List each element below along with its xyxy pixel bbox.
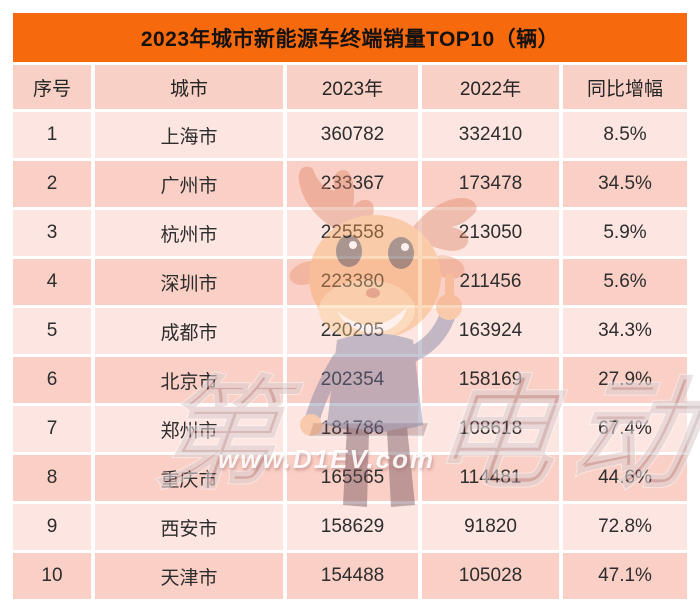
sales-2022-cell: 173478 xyxy=(422,161,559,207)
table-row: 3 杭州市 225558 213050 5.9% xyxy=(13,210,687,256)
city-cell: 广州市 xyxy=(95,161,283,207)
sales-2022-cell: 163924 xyxy=(422,308,559,354)
city-cell: 天津市 xyxy=(95,553,283,599)
rank-cell: 1 xyxy=(13,112,91,158)
table-title-bar: 2023年城市新能源车终端销量TOP10（辆） xyxy=(13,13,687,62)
table-row: 9 西安市 158629 91820 72.8% xyxy=(13,504,687,550)
growth-cell: 5.6% xyxy=(563,259,687,305)
sales-2023-cell: 225558 xyxy=(287,210,418,256)
growth-cell: 5.9% xyxy=(563,210,687,256)
rank-cell: 10 xyxy=(13,553,91,599)
rank-cell: 5 xyxy=(13,308,91,354)
table-title: 2023年城市新能源车终端销量TOP10（辆） xyxy=(140,27,560,51)
growth-cell: 67.4% xyxy=(563,406,687,452)
column-header-city: 城市 xyxy=(95,65,283,109)
table-header-row: 序号 城市 2023年 2022年 同比增幅 xyxy=(13,65,687,109)
column-header-2023: 2023年 xyxy=(287,65,418,109)
table-row: 1 上海市 360782 332410 8.5% xyxy=(13,112,687,158)
growth-cell: 34.3% xyxy=(563,308,687,354)
city-cell: 深圳市 xyxy=(95,259,283,305)
sales-2023-cell: 360782 xyxy=(287,112,418,158)
sales-2022-cell: 213050 xyxy=(422,210,559,256)
sales-2022-cell: 108618 xyxy=(422,406,559,452)
sales-2023-cell: 158629 xyxy=(287,504,418,550)
growth-cell: 44.6% xyxy=(563,455,687,501)
table-row: 8 重庆市 165565 114481 44.6% xyxy=(13,455,687,501)
table-row: 6 北京市 202354 158169 27.9% xyxy=(13,357,687,403)
growth-cell: 47.1% xyxy=(563,553,687,599)
sales-2022-cell: 211456 xyxy=(422,259,559,305)
rank-cell: 7 xyxy=(13,406,91,452)
sales-2022-cell: 105028 xyxy=(422,553,559,599)
table-row: 4 深圳市 223380 211456 5.6% xyxy=(13,259,687,305)
column-header-rank: 序号 xyxy=(13,65,91,109)
sales-2023-cell: 223380 xyxy=(287,259,418,305)
growth-cell: 8.5% xyxy=(563,112,687,158)
city-cell: 成都市 xyxy=(95,308,283,354)
rank-cell: 8 xyxy=(13,455,91,501)
city-cell: 北京市 xyxy=(95,357,283,403)
column-header-growth: 同比增幅 xyxy=(563,65,687,109)
table-row: 7 郑州市 181786 108618 67.4% xyxy=(13,406,687,452)
growth-cell: 34.5% xyxy=(563,161,687,207)
column-header-2022: 2022年 xyxy=(422,65,559,109)
growth-cell: 27.9% xyxy=(563,357,687,403)
sales-2023-cell: 233367 xyxy=(287,161,418,207)
city-cell: 郑州市 xyxy=(95,406,283,452)
growth-cell: 72.8% xyxy=(563,504,687,550)
rank-cell: 6 xyxy=(13,357,91,403)
sales-2022-cell: 91820 xyxy=(422,504,559,550)
sales-2022-cell: 332410 xyxy=(422,112,559,158)
city-cell: 杭州市 xyxy=(95,210,283,256)
table-row: 5 成都市 220205 163924 34.3% xyxy=(13,308,687,354)
sales-table: 2023年城市新能源车终端销量TOP10（辆） 序号 城市 2023年 2022… xyxy=(13,13,687,599)
table-row: 2 广州市 233367 173478 34.5% xyxy=(13,161,687,207)
city-cell: 西安市 xyxy=(95,504,283,550)
sales-2023-cell: 165565 xyxy=(287,455,418,501)
sales-2022-cell: 158169 xyxy=(422,357,559,403)
table-row: 10 天津市 154488 105028 47.1% xyxy=(13,553,687,599)
sales-2023-cell: 154488 xyxy=(287,553,418,599)
sales-2023-cell: 202354 xyxy=(287,357,418,403)
rank-cell: 3 xyxy=(13,210,91,256)
rank-cell: 4 xyxy=(13,259,91,305)
rank-cell: 2 xyxy=(13,161,91,207)
rank-cell: 9 xyxy=(13,504,91,550)
sales-2022-cell: 114481 xyxy=(422,455,559,501)
sales-2023-cell: 181786 xyxy=(287,406,418,452)
city-cell: 上海市 xyxy=(95,112,283,158)
sales-2023-cell: 220205 xyxy=(287,308,418,354)
city-cell: 重庆市 xyxy=(95,455,283,501)
